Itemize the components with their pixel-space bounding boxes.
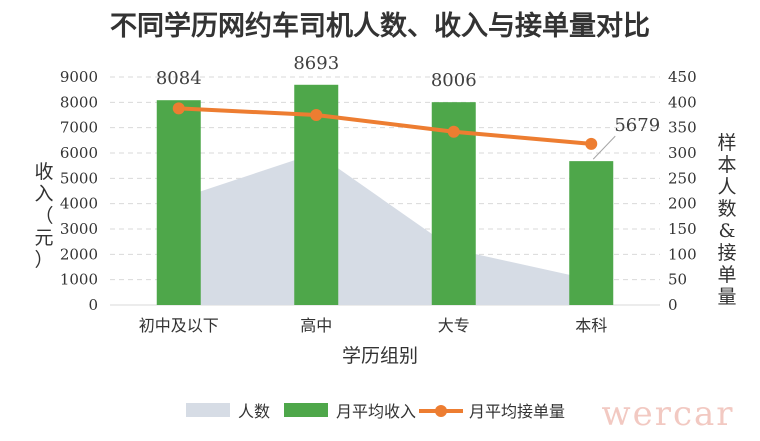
legend-label-orders: 月平均接单量 [469, 402, 565, 421]
y2-tick-label: 250 [668, 169, 697, 187]
series-orders-line [172, 102, 598, 150]
data-labels: 8084 8693 8006 5679 [156, 53, 660, 160]
leader-line [592, 135, 616, 160]
y-tick-label: 3000 [60, 220, 98, 238]
x-tick-label: 高中 [300, 316, 332, 335]
x-tick-label: 初中及以下 [139, 316, 219, 335]
y-tick-label: 5000 [60, 169, 98, 187]
legend: 人数 月平均收入 月平均接单量 [186, 402, 565, 421]
line-path [178, 106, 592, 146]
line-point [585, 137, 598, 150]
legend-label-headcount: 人数 [238, 402, 270, 421]
legend-marker-orders [435, 405, 447, 417]
data-label: 5679 [614, 115, 660, 136]
x-tick-label: 本科 [575, 316, 607, 335]
line-point [172, 102, 185, 115]
y2-tick-label: 450 [668, 68, 697, 86]
data-label: 8693 [293, 53, 339, 74]
data-label: 8084 [156, 68, 202, 89]
series-headcount-area [178, 153, 592, 305]
data-label: 8006 [431, 70, 477, 91]
line-point [447, 125, 460, 138]
line-point [310, 109, 323, 121]
legend-label-income: 月平均收入 [336, 402, 416, 421]
legend-swatch-income [284, 403, 328, 417]
y2-tick-label: 200 [668, 195, 697, 213]
bar [294, 84, 339, 305]
y2-axis-title: 样本人数&接单量 [717, 132, 736, 308]
area-fill [178, 153, 592, 305]
bar [156, 100, 201, 306]
x-axis-ticks: 初中及以下 高中 大专 本科 [139, 316, 608, 335]
x-axis-title: 学历组别 [342, 345, 418, 367]
x-tick-label: 大专 [438, 316, 470, 335]
left-axis-ticks: 0 1000 2000 3000 4000 5000 6000 7000 8000 9000 [60, 68, 98, 314]
y-tick-label: 8000 [60, 93, 98, 111]
bar [569, 161, 614, 305]
y2-tick-label: 150 [668, 220, 697, 238]
series-income-bars [156, 84, 614, 306]
y2-tick-label: 100 [668, 245, 697, 263]
y-tick-label: 2000 [60, 245, 98, 263]
y-axis-title: 收入（元） [34, 161, 53, 271]
y2-tick-label: 50 [668, 271, 687, 289]
y-tick-label: 6000 [60, 144, 98, 162]
chart-title: 不同学历网约车司机人数、收入与接单量对比 [110, 10, 650, 42]
y2-tick-label: 0 [668, 296, 678, 314]
y-tick-label: 1000 [60, 271, 98, 289]
y2-tick-label: 400 [668, 93, 697, 111]
y-tick-label: 9000 [60, 68, 98, 86]
legend-swatch-headcount [186, 403, 230, 417]
y-tick-label: 4000 [60, 195, 98, 213]
y2-tick-label: 300 [668, 144, 697, 162]
watermark: wercar [601, 394, 734, 434]
right-axis-ticks: 0 50 100 150 200 250 300 350 400 450 [668, 68, 697, 314]
y-tick-label: 7000 [60, 119, 98, 137]
y-tick-label: 0 [88, 296, 98, 314]
y2-tick-label: 350 [668, 119, 697, 137]
